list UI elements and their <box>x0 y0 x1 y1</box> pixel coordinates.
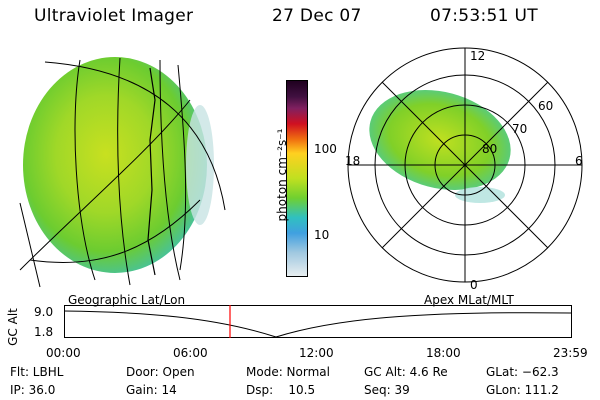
colorbar <box>286 80 308 277</box>
polar-plot: 12 18 6 0 60 70 80 <box>345 47 583 292</box>
xtick-0000: 00:00 <box>46 346 81 360</box>
xtick-0600: 06:00 <box>173 346 208 360</box>
gain-value: Gain: 14 <box>126 383 177 397</box>
info-col-4: GC Alt: 4.6 Re Seq: 39 <box>364 363 448 399</box>
mode-value: Mode: Normal <box>246 365 330 379</box>
colorbar-tick-10: 10 <box>314 228 330 242</box>
lat-label-70: 70 <box>512 122 527 136</box>
ytick-9: 9.0 <box>34 305 54 319</box>
gc-alt-value: GC Alt: 4.6 Re <box>364 365 448 379</box>
lat-label-80: 80 <box>482 142 497 156</box>
hour-label-18: 18 <box>345 154 360 168</box>
hour-label-0: 0 <box>470 278 478 292</box>
grid-line <box>19 202 41 288</box>
glon-value: GLon: 111.2 <box>486 383 559 397</box>
polar-grid <box>347 47 583 283</box>
instrument-title: Ultraviolet Imager <box>34 6 194 26</box>
geographic-image <box>19 57 226 288</box>
xtick-1200: 12:00 <box>299 346 334 360</box>
scatter-region <box>455 187 505 203</box>
colorbar-label: photon cm⁻²s⁻¹ <box>275 128 289 222</box>
date-label: 27 Dec 07 <box>272 6 362 26</box>
coastline <box>147 67 156 276</box>
ip-value: IP: 36.0 <box>10 383 56 397</box>
filter-value: Flt: LBHL <box>10 365 64 379</box>
colorbar-tick-100: 100 <box>314 142 337 156</box>
altitude-curve <box>64 310 572 338</box>
altitude-ylabel: GC Alt <box>5 308 20 346</box>
info-col-5: GLat: −62.3 GLon: 111.2 <box>486 363 559 399</box>
xtick-2359: 23:59 <box>553 346 588 360</box>
altitude-plot <box>64 305 572 338</box>
lat-label-60: 60 <box>538 99 553 113</box>
info-col-2: Door: Open Gain: 14 <box>126 363 195 399</box>
hour-label-12: 12 <box>470 49 485 63</box>
dsp-value: Dsp: 10.5 <box>246 383 316 397</box>
hour-label-6: 6 <box>575 154 583 168</box>
altitude-frame <box>64 305 572 338</box>
time-label: 07:53:51 UT <box>430 6 538 26</box>
glat-value: GLat: −62.3 <box>486 365 559 379</box>
info-col-3: Mode: Normal Dsp: 10.5 <box>246 363 330 399</box>
ytick-1-8: 1.8 <box>34 325 54 339</box>
scatter-region <box>186 105 214 225</box>
left-panel-title: Geographic Lat/Lon <box>68 293 186 307</box>
right-panel-title: Apex MLat/MLT <box>424 293 514 307</box>
info-col-1: Flt: LBHL IP: 36.0 <box>10 363 63 399</box>
lat-lon-grid <box>19 57 226 286</box>
seq-value: Seq: 39 <box>364 383 410 397</box>
xtick-1800: 18:00 <box>426 346 461 360</box>
door-value: Door: Open <box>126 365 195 379</box>
